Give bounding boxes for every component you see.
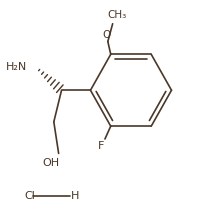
- Text: CH₃: CH₃: [108, 10, 127, 20]
- Text: O: O: [103, 30, 111, 40]
- Text: H₂N: H₂N: [6, 62, 27, 72]
- Text: F: F: [98, 141, 104, 151]
- Text: H: H: [71, 191, 79, 201]
- Text: OH: OH: [42, 158, 59, 168]
- Text: Cl: Cl: [24, 191, 35, 201]
